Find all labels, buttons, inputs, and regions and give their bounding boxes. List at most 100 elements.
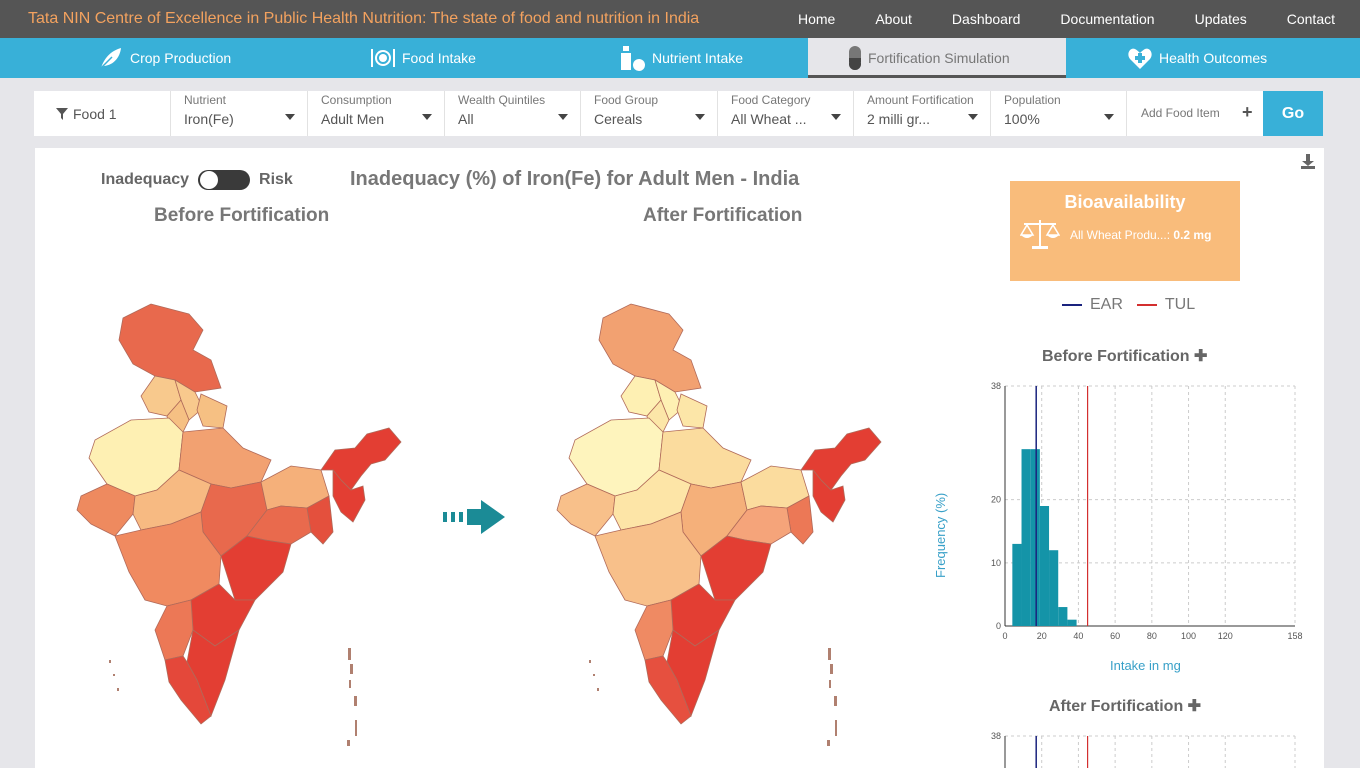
fortification-panel: Inadequacy Risk Inadequacy (%) of Iron(F… (35, 148, 1324, 768)
toggle-knob (200, 171, 219, 189)
tab-label: Nutrient Intake (652, 50, 744, 66)
filter-bar: Food 1 Nutrient Iron(Fe) Consumption Adu… (34, 91, 1323, 136)
after-histogram-title-text: After Fortification (1049, 698, 1184, 715)
population-select[interactable]: Population 100% (990, 91, 1127, 136)
after-map-title: After Fortification (643, 205, 803, 226)
top-bar: Tata NIN Centre of Excellence in Public … (0, 0, 1360, 38)
tab-label: Health Outcomes (1159, 50, 1268, 66)
before-histogram-title[interactable]: Before Fortification ✚ (1042, 346, 1207, 366)
frequency-axis-label: Frequency (%) (933, 492, 948, 578)
add-food-item-button[interactable]: Add Food Item + (1126, 91, 1263, 136)
x-tick-label: 158 (1287, 631, 1302, 641)
nav-dashboard[interactable]: Dashboard (951, 11, 1021, 27)
x-tick-label: 40 (1073, 631, 1083, 641)
before-histogram[interactable]: 0 20 40 60 80 100 120 158 0 10 20 38 (975, 376, 1305, 646)
tab-label: Food Intake (402, 50, 476, 66)
chevron-down-icon (422, 114, 432, 120)
toggle-switch[interactable] (198, 170, 251, 190)
tab-health-outcomes[interactable]: Health Outcomes (1127, 38, 1267, 78)
bioavailability-detail: All Wheat Produ...: 0.2 mg (1070, 228, 1211, 242)
x-tick-label: 60 (1110, 631, 1120, 641)
plus-icon: + (1242, 102, 1253, 122)
y-tick-label: 0 (996, 621, 1001, 631)
consumption-label: Consumption (321, 93, 392, 107)
food-category-select[interactable]: Food Category All Wheat ... (717, 91, 854, 136)
module-tab-bar: Crop Production Food Intake Nutrient Int… (0, 38, 1360, 78)
toggle-left-label: Inadequacy (101, 171, 190, 188)
chevron-down-icon (968, 114, 978, 120)
histogram-bar (1039, 506, 1050, 626)
y-tick-label: 20 (991, 495, 1001, 505)
plate-cutlery-icon (371, 49, 395, 67)
toggle-right-label: Risk (259, 171, 293, 188)
food-group-label: Food Group (594, 93, 659, 107)
heart-plus-icon (1128, 48, 1152, 69)
wealth-label: Wealth Quintiles (458, 93, 546, 107)
food-group-value: Cereals (594, 111, 643, 127)
after-histogram-title[interactable]: After Fortification ✚ (1049, 696, 1201, 716)
histogram-bar (1021, 449, 1031, 626)
histogram-bar (1012, 543, 1022, 626)
leaf-icon (100, 48, 121, 69)
tab-fortification-simulation[interactable]: Fortification Simulation (808, 38, 1066, 78)
go-button[interactable]: Go (1263, 91, 1323, 136)
amount-fortification-select[interactable]: Amount Fortification 2 milli gr... (853, 91, 991, 136)
before-fortification-map[interactable] (71, 300, 431, 750)
bioavailability-item: All Wheat Produ...: (1070, 228, 1171, 242)
y-tick-label: 38 (991, 731, 1001, 741)
consumption-select[interactable]: Consumption Adult Men (307, 91, 445, 136)
nav-documentation[interactable]: Documentation (1060, 11, 1155, 27)
x-tick-label: 0 (1002, 631, 1007, 641)
food-category-label: Food Category (731, 93, 811, 107)
inadequacy-risk-toggle: Inadequacy Risk (101, 170, 293, 190)
chart-legend: EAR TUL (1062, 296, 1195, 314)
food-filter[interactable]: Food 1 (34, 91, 171, 136)
chevron-down-icon (1104, 114, 1114, 120)
tab-food-intake[interactable]: Food Intake (370, 38, 476, 78)
nav-home[interactable]: Home (797, 11, 836, 27)
download-icon[interactable] (1300, 153, 1316, 169)
legend-ear: EAR (1090, 296, 1123, 313)
add-food-label: Add Food Item (1141, 106, 1220, 120)
bioavailability-title: Bioavailability (1064, 192, 1186, 212)
top-nav: Home About Dashboard Documentation Updat… (798, 0, 1335, 38)
filter-icon (56, 108, 68, 120)
after-fortification-map[interactable] (551, 300, 911, 750)
tab-crop-production[interactable]: Crop Production (98, 38, 231, 78)
food-group-select[interactable]: Food Group Cereals (580, 91, 718, 136)
nav-contact[interactable]: Contact (1286, 11, 1335, 27)
legend-tul: TUL (1164, 296, 1196, 313)
tab-nutrient-intake[interactable]: Nutrient Intake (620, 38, 743, 78)
nav-about[interactable]: About (875, 11, 912, 27)
before-histogram-title-text: Before Fortification (1042, 348, 1190, 365)
nutrient-select[interactable]: Nutrient Iron(Fe) (170, 91, 308, 136)
chevron-down-icon (695, 114, 705, 120)
tab-label: Fortification Simulation (868, 50, 1010, 66)
nav-updates[interactable]: Updates (1194, 11, 1247, 27)
y-tick-label: 10 (991, 558, 1001, 568)
population-label: Population (1004, 93, 1061, 107)
after-histogram[interactable]: 38 (975, 728, 1305, 768)
population-value: 100% (1004, 111, 1040, 127)
y-tick-label: 38 (991, 381, 1001, 391)
panel-title: Inadequacy (%) of Iron(Fe) for Adult Men… (350, 168, 800, 190)
expand-plus-icon[interactable]: ✚ (1187, 698, 1202, 715)
histogram-bar (1058, 607, 1068, 626)
wealth-quintiles-select[interactable]: Wealth Quintiles All (444, 91, 581, 136)
expand-plus-icon[interactable]: ✚ (1194, 348, 1208, 365)
bioavailability-card: Bioavailability All Wheat Produ...: 0.2 … (1010, 181, 1240, 281)
chevron-down-icon (558, 114, 568, 120)
amount-value: 2 milli gr... (867, 111, 931, 127)
chevron-down-icon (831, 114, 841, 120)
nutrient-value: Iron(Fe) (184, 111, 234, 127)
bottle-apple-icon (621, 46, 645, 71)
tab-label: Crop Production (130, 50, 232, 66)
histogram-bar (1049, 550, 1059, 626)
amount-label: Amount Fortification (867, 93, 974, 107)
ear-line-swatch (1062, 304, 1082, 306)
site-title: Tata NIN Centre of Excellence in Public … (28, 10, 700, 27)
chevron-down-icon (285, 114, 295, 120)
consumption-value: Adult Men (321, 111, 385, 127)
x-tick-label: 120 (1218, 631, 1233, 641)
wealth-value: All (458, 111, 474, 127)
